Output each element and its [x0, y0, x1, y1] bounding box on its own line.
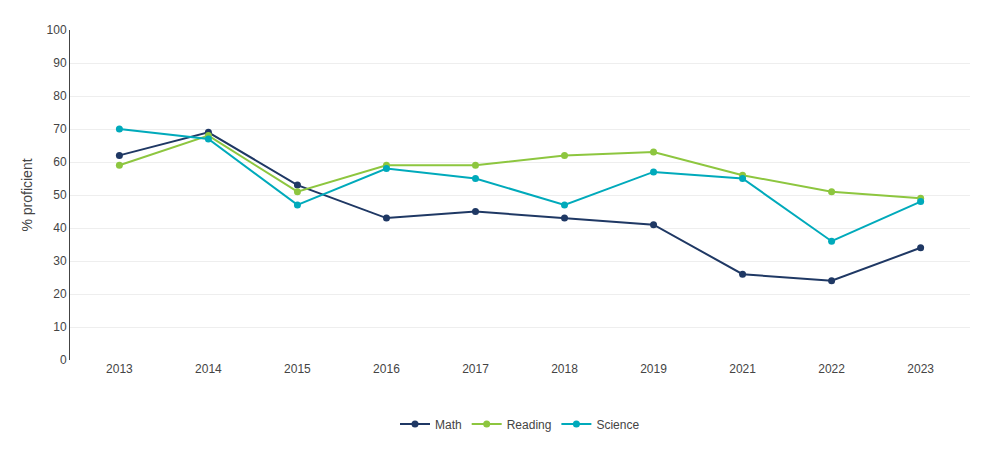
svg-text:70: 70 [53, 122, 67, 136]
svg-text:2013: 2013 [106, 362, 133, 376]
svg-text:30: 30 [53, 254, 67, 268]
svg-text:2021: 2021 [729, 362, 756, 376]
svg-text:0: 0 [60, 353, 67, 367]
svg-text:60: 60 [53, 155, 67, 169]
svg-text:50: 50 [53, 188, 67, 202]
svg-text:20: 20 [53, 287, 67, 301]
svg-text:2015: 2015 [284, 362, 311, 376]
svg-text:10: 10 [53, 320, 67, 334]
svg-text:40: 40 [53, 221, 67, 235]
svg-text:2014: 2014 [195, 362, 222, 376]
svg-text:% proficient: % proficient [19, 158, 35, 231]
svg-text:Reading: Reading [507, 418, 552, 432]
svg-text:100: 100 [47, 23, 67, 37]
svg-text:2017: 2017 [462, 362, 489, 376]
svg-text:Science: Science [596, 418, 639, 432]
svg-text:2022: 2022 [818, 362, 845, 376]
svg-text:80: 80 [53, 89, 67, 103]
svg-text:2016: 2016 [373, 362, 400, 376]
svg-text:2023: 2023 [907, 362, 934, 376]
svg-text:Math: Math [435, 418, 462, 432]
svg-text:90: 90 [53, 56, 67, 70]
svg-text:2019: 2019 [640, 362, 667, 376]
svg-text:2018: 2018 [551, 362, 578, 376]
